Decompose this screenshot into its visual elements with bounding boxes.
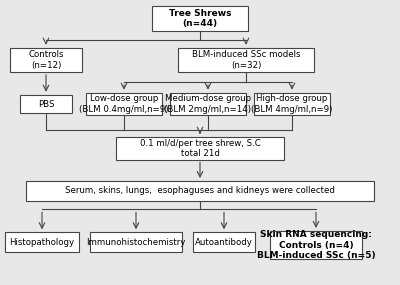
Text: 0.1 ml/d/per tree shrew, S.C
total 21d: 0.1 ml/d/per tree shrew, S.C total 21d [140,139,260,158]
Text: Medium-dose group
(BLM 2mg/ml,n=14): Medium-dose group (BLM 2mg/ml,n=14) [164,94,252,114]
Text: Immunohistochemistry: Immunohistochemistry [86,238,186,247]
Text: Serum, skins, lungs,  esophaguses and kidneys were collected: Serum, skins, lungs, esophaguses and kid… [65,186,335,196]
FancyBboxPatch shape [116,137,284,160]
FancyBboxPatch shape [178,48,314,72]
Text: Autoantibody: Autoantibody [195,238,253,247]
FancyBboxPatch shape [26,181,374,201]
Text: Histopathology: Histopathology [10,238,74,247]
FancyBboxPatch shape [270,231,362,259]
Text: Controls
(n=12): Controls (n=12) [28,50,64,70]
FancyBboxPatch shape [152,6,248,31]
FancyBboxPatch shape [90,232,182,252]
Text: PBS: PBS [38,99,54,109]
Text: Tree Shrews
(n=44): Tree Shrews (n=44) [169,9,231,28]
FancyBboxPatch shape [193,232,255,252]
FancyBboxPatch shape [5,232,79,252]
FancyBboxPatch shape [254,93,330,115]
FancyBboxPatch shape [86,93,162,115]
Text: Skin RNA sequencing:
Controls (n=4)
BLM-induced SSc (n=5): Skin RNA sequencing: Controls (n=4) BLM-… [257,230,375,260]
FancyBboxPatch shape [170,93,246,115]
Text: Low-dose group
(BLM 0.4mg/ml,n=9): Low-dose group (BLM 0.4mg/ml,n=9) [79,94,169,114]
FancyBboxPatch shape [20,95,72,113]
Text: BLM-induced SSc models
(n=32): BLM-induced SSc models (n=32) [192,50,300,70]
Text: High-dose group
(BLM 4mg/ml,n=9): High-dose group (BLM 4mg/ml,n=9) [251,94,333,114]
FancyBboxPatch shape [10,48,82,72]
